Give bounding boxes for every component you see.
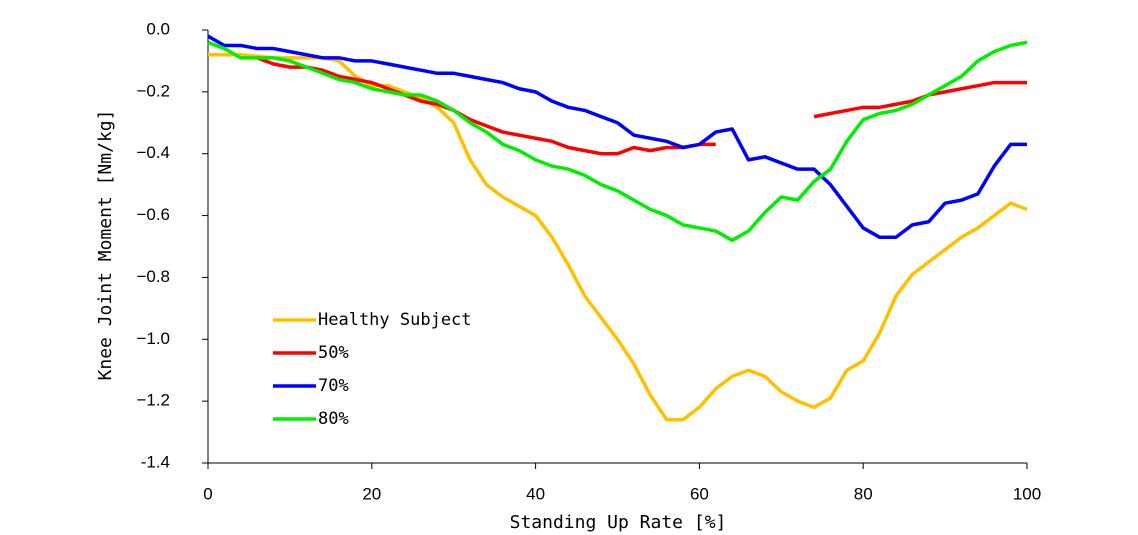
y-tick-label: −0.6 (136, 205, 170, 224)
y-axis-label: Knee Joint Moment [Nm/kg] (95, 110, 116, 381)
series-line (207, 40, 1028, 243)
legend-label: Healthy Subject (318, 310, 472, 330)
y-tick-label: −1.2 (136, 391, 170, 410)
x-tick-label: 60 (690, 484, 709, 503)
legend-label: 80% (318, 409, 349, 429)
x-axis-label: Standing Up Rate [%] (510, 512, 727, 533)
y-tick-label: −0.8 (136, 267, 170, 286)
series-line (208, 52, 1028, 422)
x-tick-label: 40 (526, 484, 545, 503)
legend-label: 70% (318, 376, 349, 396)
y-tick-label: 0.0 (146, 19, 170, 38)
series-line (207, 34, 1027, 239)
x-tick-label: 100 (1013, 484, 1041, 503)
y-tick-label: -1.4 (141, 452, 170, 471)
legend-label: 50% (318, 343, 349, 363)
y-tick-label: −0.2 (136, 81, 170, 100)
x-tick-label: 0 (203, 484, 212, 503)
x-tick-label: 20 (362, 484, 381, 503)
y-tick-label: −1.0 (136, 329, 170, 348)
y-tick-label: −0.4 (136, 143, 170, 162)
x-tick-label: 80 (854, 484, 873, 503)
